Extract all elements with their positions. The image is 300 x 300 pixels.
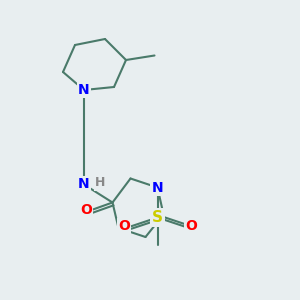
Text: H: H bbox=[95, 176, 106, 190]
Text: N: N bbox=[152, 181, 163, 194]
Text: O: O bbox=[185, 220, 197, 233]
Text: O: O bbox=[118, 220, 130, 233]
Text: S: S bbox=[152, 210, 163, 225]
Text: O: O bbox=[80, 203, 92, 217]
Text: N: N bbox=[78, 83, 90, 97]
Text: N: N bbox=[78, 178, 90, 191]
